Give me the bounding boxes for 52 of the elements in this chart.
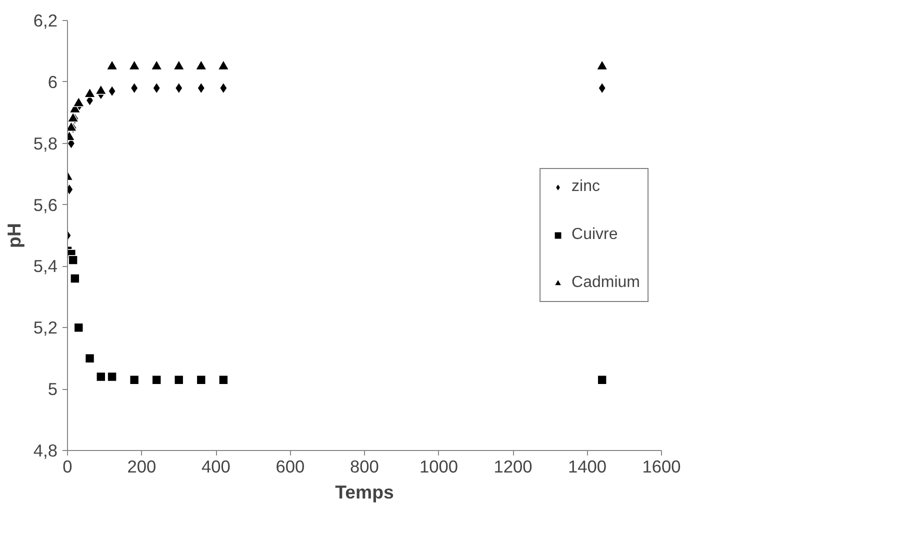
x-tick-label: 600 (276, 456, 305, 476)
y-tick-label: 5,2 (33, 318, 58, 338)
x-tick-label: 1200 (494, 456, 532, 476)
y-tick-label: 5,8 (33, 133, 58, 154)
point (96, 372, 106, 382)
point (196, 374, 206, 385)
x-tick-label: 1600 (642, 456, 681, 476)
point (70, 274, 80, 284)
y-tick-label: 6,2 (33, 10, 58, 30)
point (130, 82, 138, 94)
legend-label: Cuivre (572, 226, 618, 244)
point (95, 84, 107, 95)
point (68, 112, 79, 122)
point (218, 374, 228, 385)
point (74, 322, 84, 333)
point (150, 60, 162, 70)
point (84, 353, 95, 364)
y-tick-label: 5,4 (33, 256, 58, 276)
x-tick-label: 0 (62, 456, 72, 476)
point (108, 85, 116, 98)
point (598, 82, 606, 94)
point (128, 60, 140, 70)
y-tick-label: 4,8 (33, 440, 58, 460)
y-tick-label: 6 (48, 72, 58, 92)
point (172, 60, 185, 70)
point (219, 82, 228, 94)
x-tick-label: 800 (350, 456, 379, 476)
point (597, 374, 607, 385)
x-tick-label: 400 (202, 456, 230, 476)
x-tick-label: 1000 (419, 456, 458, 476)
point (195, 60, 208, 70)
point (197, 82, 206, 94)
point (174, 82, 183, 94)
point (72, 96, 85, 108)
point (218, 60, 230, 70)
y-tick-label: 5,6 (33, 194, 58, 215)
point (174, 374, 184, 385)
y-axis-title: pH (3, 223, 24, 248)
point (596, 60, 608, 70)
point (152, 82, 161, 94)
legend-label: Cadmium (572, 274, 640, 292)
point (106, 60, 118, 70)
point (107, 372, 117, 382)
x-tick-label: 1400 (568, 456, 607, 476)
legend-label: zinc (572, 178, 600, 196)
point (68, 255, 78, 265)
point (84, 87, 96, 98)
point (129, 374, 140, 385)
point (152, 374, 162, 385)
x-tick-label: 200 (127, 456, 156, 476)
y-tick-label: 5 (48, 379, 58, 400)
x-axis-title: Temps (335, 482, 394, 502)
